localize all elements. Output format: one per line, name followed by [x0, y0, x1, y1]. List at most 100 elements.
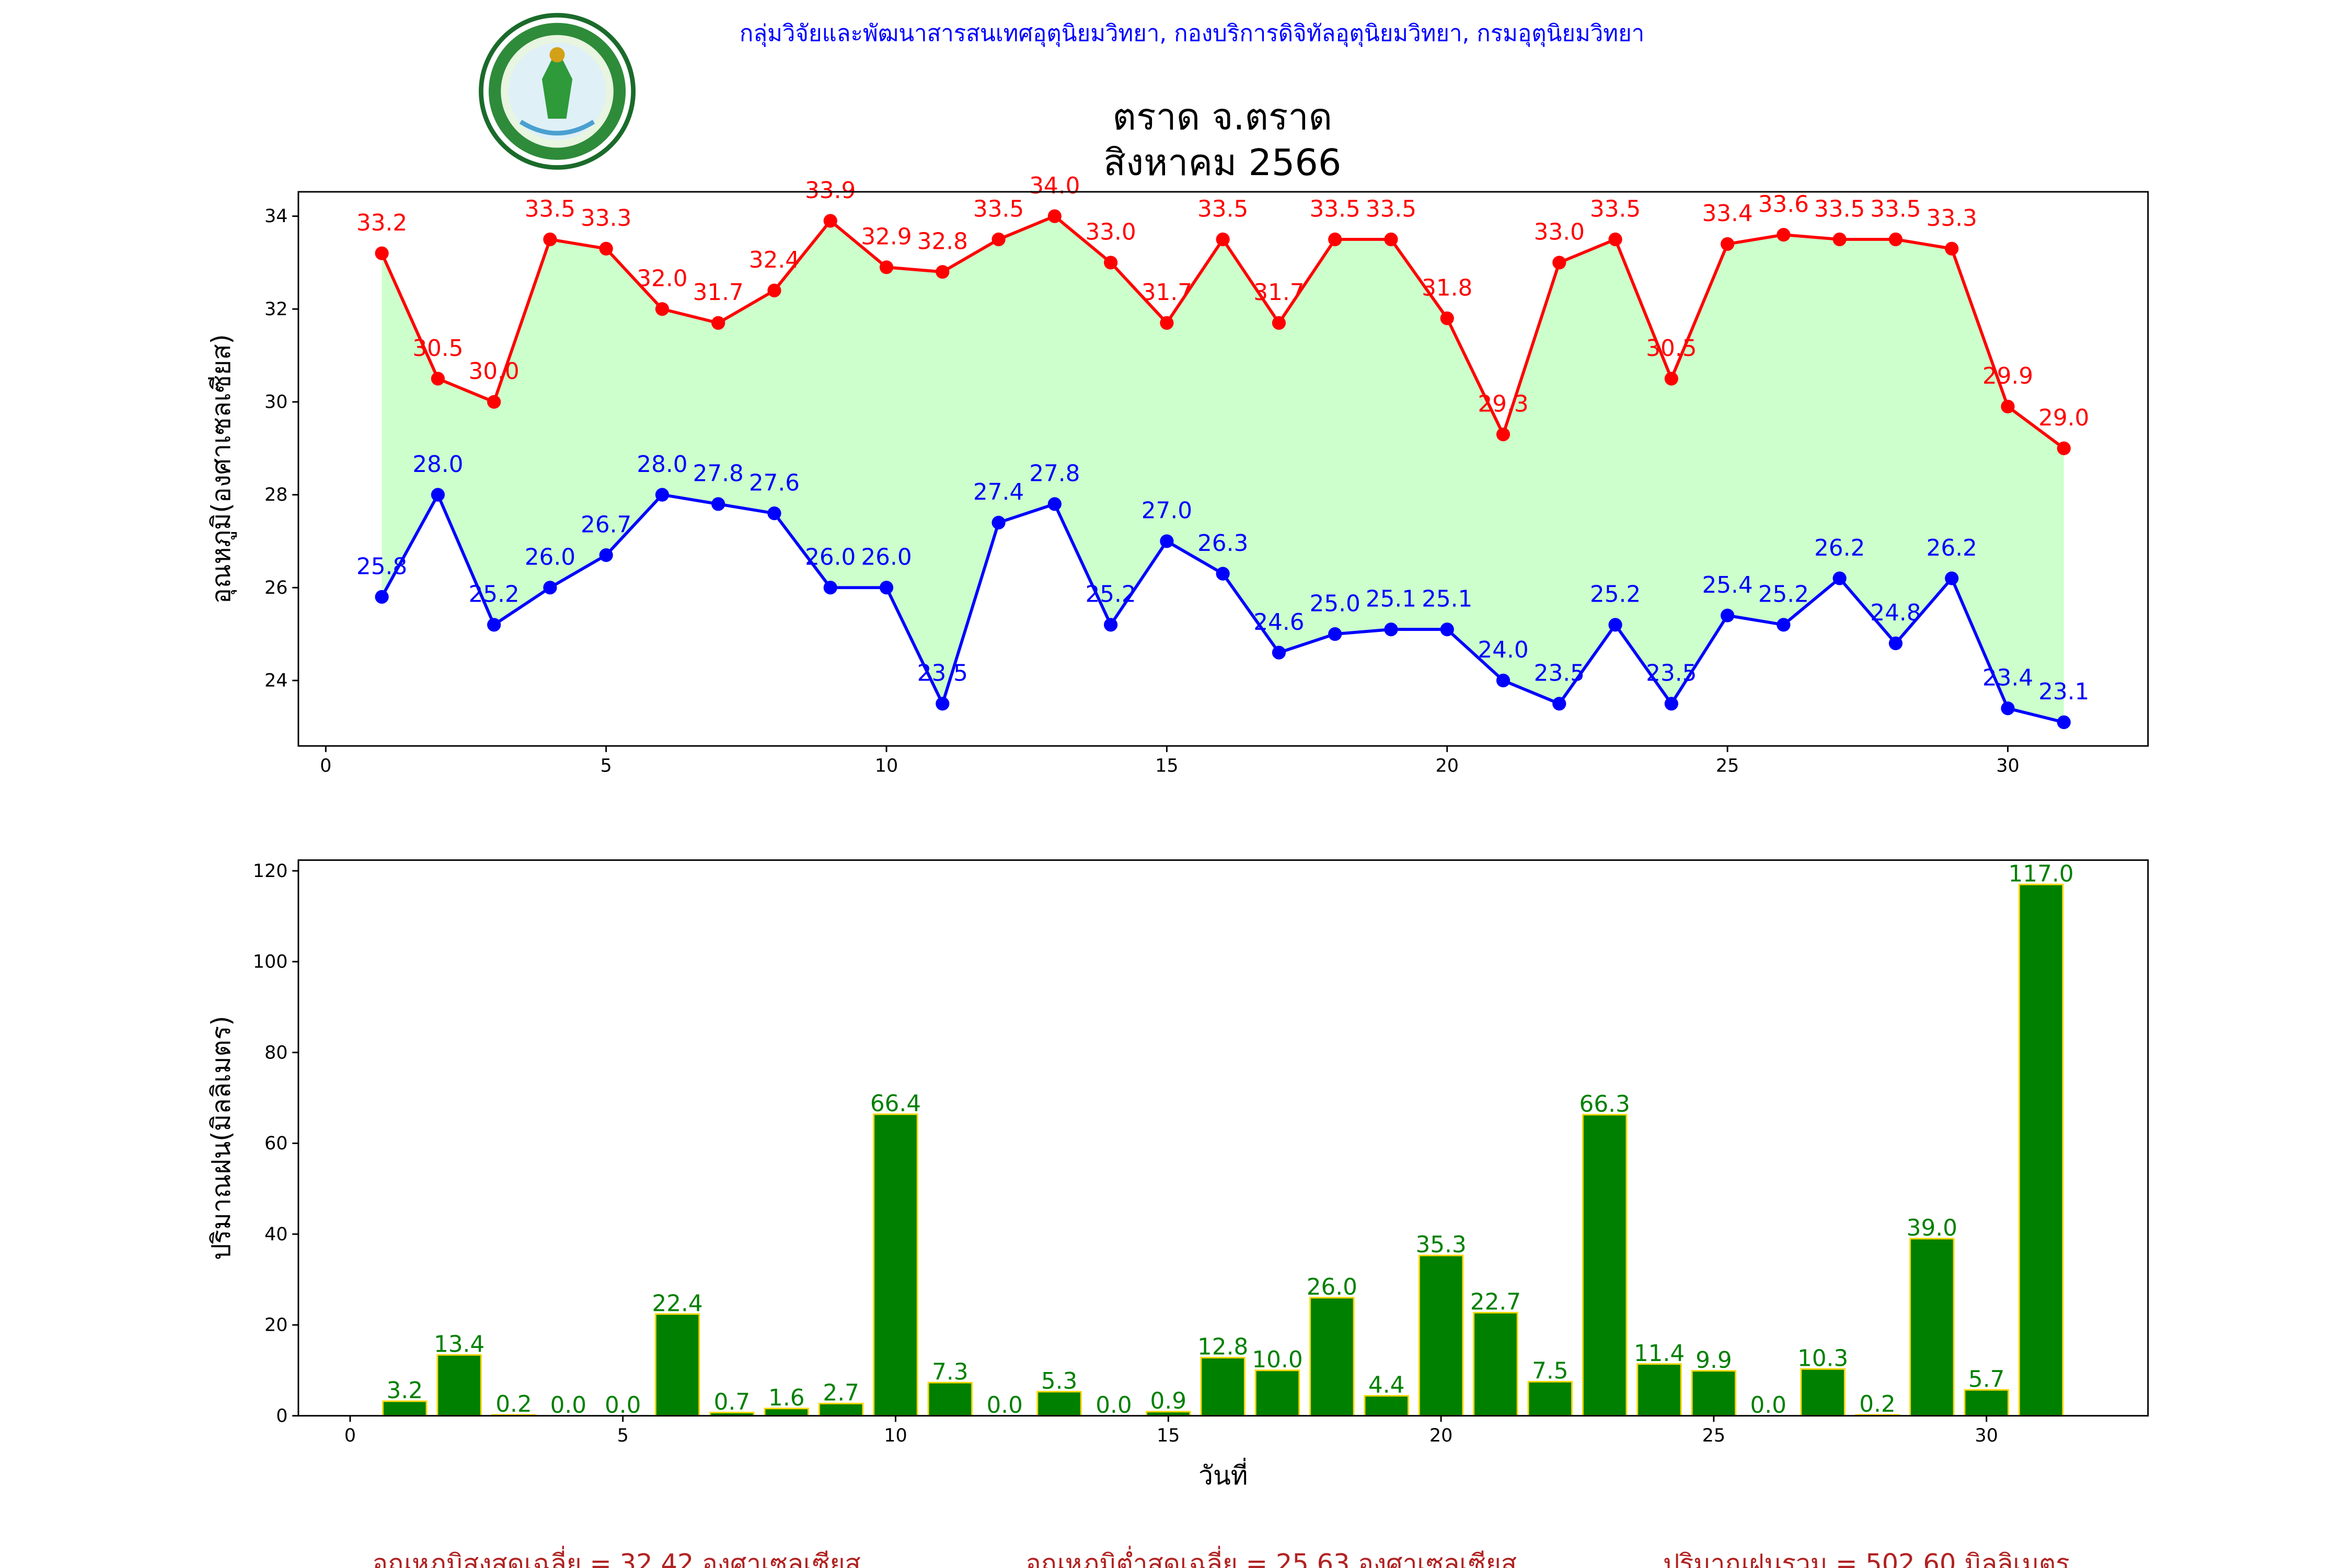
max-temp-label: 31.8 [1422, 274, 1472, 301]
rain-bar [1473, 1312, 1518, 1417]
min-temp-label: 23.4 [1982, 665, 2033, 691]
min-temp-label: 24.0 [1478, 637, 1528, 663]
rain-bar-label: 4.4 [1368, 1372, 1404, 1399]
rain-bar [1909, 1238, 1955, 1417]
max-temp-label: 32.8 [917, 228, 968, 255]
max-temp-label: 33.5 [973, 195, 1024, 222]
rain-bar-label: 10.0 [1252, 1346, 1302, 1373]
x-tick-label: 0 [344, 1425, 356, 1446]
rain-bar-label: 0.9 [1150, 1388, 1186, 1414]
temperature-chart: 33.230.530.033.5 33.332.031.732.433.932.9… [206, 172, 2149, 777]
rain-bar [1200, 1357, 1246, 1417]
min-temp-point [375, 590, 389, 604]
rain-bar-label: 11.4 [1634, 1340, 1685, 1367]
max-temp-point [655, 302, 670, 316]
x-tick-label: 5 [601, 756, 612, 777]
y-tick-label: 32 [264, 299, 287, 320]
min-temp-label: 24.6 [1253, 609, 1304, 636]
min-temp-label: 26.0 [525, 544, 575, 571]
max-temp-point [1384, 232, 1398, 247]
rain-bar-label: 26.0 [1307, 1274, 1357, 1300]
rain-bar-label: 9.9 [1696, 1347, 1732, 1374]
max-temp-label: 29.9 [1982, 363, 2033, 389]
min-temp-point [1945, 571, 1959, 585]
y-tick-label: 40 [264, 1224, 287, 1245]
min-temp-label: 25.2 [1590, 581, 1641, 608]
agency-text: กลุ่มวิจัยและพัฒนาสารสนเทศอุตุนิยมวิทยา,… [740, 20, 1644, 48]
rain-bar [1364, 1395, 1409, 1417]
rain-bar-label: 0.2 [1859, 1391, 1895, 1417]
min-temp-label: 26.0 [861, 544, 912, 571]
rain-bar-label: 22.7 [1470, 1289, 1521, 1316]
min-temp-point [1384, 622, 1398, 637]
rain-bar-label: 5.3 [1041, 1368, 1077, 1394]
min-temp-point [1496, 673, 1511, 688]
max-temp-point [1047, 209, 1062, 223]
min-temp-point [1160, 534, 1174, 548]
max-temp-label: 31.7 [1253, 279, 1304, 306]
rain-bar-label: 10.3 [1797, 1345, 1848, 1371]
min-temp-point [991, 515, 1006, 530]
y-tick-label: 20 [264, 1315, 287, 1336]
rain-bar-label: 0.2 [495, 1391, 532, 1417]
max-temp-point [1608, 232, 1622, 247]
x-tick-label: 20 [1436, 756, 1459, 777]
min-temp-point [1777, 618, 1791, 632]
x-tick-label: 25 [1702, 1425, 1725, 1446]
max-temp-label: 33.5 [1814, 195, 1865, 222]
min-temp-point [1272, 645, 1286, 660]
rain-bar-label: 22.4 [652, 1290, 702, 1317]
min-temp-point [1440, 622, 1454, 637]
rain-bar-label: 13.4 [434, 1331, 485, 1357]
min-temp-label: 24.8 [1870, 599, 1921, 626]
rain-bar-label: 1.6 [768, 1385, 804, 1411]
max-temp-point [1777, 228, 1791, 242]
min-temp-label: 26.2 [1814, 535, 1865, 561]
max-temp-point [936, 265, 950, 279]
rain-bar [1691, 1370, 1737, 1417]
max-temp-label: 33.9 [805, 177, 856, 204]
max-temp-label: 33.5 [1366, 195, 1416, 222]
min-temp-point [1104, 618, 1118, 632]
min-temp-point [2001, 701, 2015, 716]
rain-bar-label: 2.7 [823, 1379, 859, 1406]
min-temp-point [879, 581, 894, 595]
rain-bar-label: 66.3 [1579, 1091, 1630, 1117]
min-temp-label: 25.2 [468, 581, 519, 608]
y-tick-label: 26 [264, 578, 287, 598]
max-temp-point [1160, 316, 1174, 330]
min-temp-point [2057, 715, 2071, 729]
max-temp-label: 32.0 [637, 266, 687, 292]
rainfall-chart: 3.2 13.4 0.2 0.0 0.0 22.4 0.7 1.6 2.7 66.4 7.3 0.0 5… [206, 859, 2149, 1491]
min-temp-label: 27.4 [973, 479, 1024, 505]
x-tick-label: 25 [1716, 756, 1739, 777]
max-temp-point [1496, 428, 1511, 442]
min-temp-point [1047, 497, 1062, 511]
max-temp-label: 31.7 [1142, 279, 1192, 306]
rain-bar [1418, 1254, 1464, 1417]
rain-bar-label: 5.7 [1968, 1366, 2004, 1392]
chart-title-period: สิงหาคม 2566 [1103, 142, 1341, 184]
max-temp-point [375, 246, 389, 260]
max-temp-point [1664, 372, 1678, 386]
min-temp-point [1328, 627, 1342, 641]
x-tick-label: 15 [1155, 756, 1178, 777]
rain-bar-label: 117.0 [2009, 860, 2074, 887]
x-tick-label: 30 [1975, 1425, 1998, 1446]
max-temp-point [1440, 311, 1454, 326]
summary-avg-max: อุณหภูมิสูงสุดเฉลี่ย = 32.42 องศาเซลเซีย… [372, 1546, 860, 1568]
min-temp-label: 25.2 [1758, 581, 1809, 608]
rain-bar-label: 7.5 [1532, 1358, 1568, 1385]
min-temp-point [1608, 618, 1622, 632]
max-temp-label: 34.0 [1029, 172, 1080, 199]
rain-bar [1309, 1297, 1355, 1417]
min-temp-label: 23.5 [1534, 660, 1585, 687]
max-temp-point [1888, 232, 1903, 247]
max-temp-label: 29.0 [2038, 405, 2089, 431]
rain-bar [1636, 1363, 1682, 1417]
y-tick-label: 100 [253, 952, 288, 973]
y-tick-label: 28 [264, 485, 287, 505]
max-temp-point [767, 283, 781, 297]
min-temp-label: 27.8 [693, 460, 744, 487]
